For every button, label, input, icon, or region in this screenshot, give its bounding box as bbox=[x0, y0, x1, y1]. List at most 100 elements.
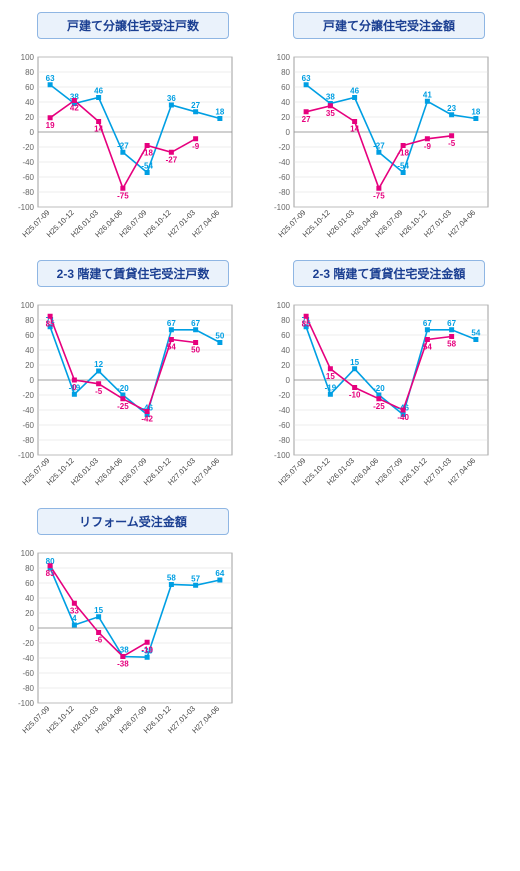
svg-text:-9: -9 bbox=[424, 142, 432, 151]
svg-text:60: 60 bbox=[281, 83, 290, 92]
svg-text:-42: -42 bbox=[141, 415, 153, 424]
svg-text:-40: -40 bbox=[22, 654, 34, 663]
svg-text:41: 41 bbox=[423, 90, 432, 99]
svg-text:42: 42 bbox=[70, 104, 79, 113]
svg-text:-60: -60 bbox=[22, 421, 34, 430]
svg-text:67: 67 bbox=[447, 319, 456, 328]
svg-text:67: 67 bbox=[191, 319, 200, 328]
svg-text:64: 64 bbox=[215, 569, 224, 578]
chart-c3: -100-80-60-40-20020406080100H25.07-09H25… bbox=[10, 293, 240, 493]
svg-text:67: 67 bbox=[167, 319, 176, 328]
svg-text:-40: -40 bbox=[278, 158, 290, 167]
svg-text:-9: -9 bbox=[192, 142, 200, 151]
svg-text:0: 0 bbox=[30, 624, 35, 633]
svg-text:20: 20 bbox=[25, 113, 34, 122]
svg-text:60: 60 bbox=[25, 83, 34, 92]
svg-text:-27: -27 bbox=[373, 141, 385, 150]
svg-text:-10: -10 bbox=[349, 391, 361, 400]
svg-text:80: 80 bbox=[25, 564, 34, 573]
svg-text:18: 18 bbox=[215, 108, 224, 117]
svg-text:35: 35 bbox=[326, 109, 335, 118]
svg-text:-60: -60 bbox=[278, 173, 290, 182]
chart-title-c1: 戸建て分譲住宅受注戸数 bbox=[37, 12, 229, 39]
svg-text:-19: -19 bbox=[325, 383, 337, 392]
svg-text:-20: -20 bbox=[22, 143, 34, 152]
svg-text:0: 0 bbox=[286, 376, 291, 385]
svg-text:-27: -27 bbox=[117, 141, 129, 150]
svg-text:0: 0 bbox=[30, 376, 35, 385]
svg-text:-100: -100 bbox=[274, 451, 291, 460]
svg-text:40: 40 bbox=[25, 98, 34, 107]
svg-text:15: 15 bbox=[326, 372, 335, 381]
svg-text:15: 15 bbox=[94, 606, 103, 615]
svg-text:100: 100 bbox=[21, 549, 35, 558]
svg-text:-5: -5 bbox=[95, 387, 103, 396]
cell-c1: 戸建て分譲住宅受注戸数 -100-80-60-40-20020406080100… bbox=[10, 8, 256, 250]
chart-c4: -100-80-60-40-20020406080100H25.07-09H25… bbox=[266, 293, 496, 493]
svg-text:-38: -38 bbox=[117, 660, 129, 669]
svg-text:80: 80 bbox=[25, 316, 34, 325]
svg-text:57: 57 bbox=[191, 574, 200, 583]
svg-text:-60: -60 bbox=[22, 173, 34, 182]
svg-text:60: 60 bbox=[25, 579, 34, 588]
svg-text:85: 85 bbox=[46, 319, 55, 328]
svg-text:-60: -60 bbox=[278, 421, 290, 430]
svg-text:100: 100 bbox=[21, 301, 35, 310]
svg-text:-18: -18 bbox=[141, 149, 153, 158]
svg-text:36: 36 bbox=[167, 94, 176, 103]
svg-text:-60: -60 bbox=[22, 669, 34, 678]
svg-text:20: 20 bbox=[25, 361, 34, 370]
svg-text:19: 19 bbox=[46, 121, 55, 130]
svg-text:-54: -54 bbox=[397, 162, 409, 171]
svg-text:-40: -40 bbox=[397, 413, 409, 422]
svg-text:0: 0 bbox=[72, 383, 77, 392]
svg-text:46: 46 bbox=[350, 87, 359, 96]
svg-text:20: 20 bbox=[25, 609, 34, 618]
svg-text:40: 40 bbox=[281, 346, 290, 355]
svg-text:0: 0 bbox=[286, 128, 291, 137]
svg-text:-25: -25 bbox=[117, 402, 129, 411]
svg-text:-5: -5 bbox=[448, 139, 456, 148]
svg-text:100: 100 bbox=[21, 53, 35, 62]
svg-text:100: 100 bbox=[277, 301, 291, 310]
svg-text:-20: -20 bbox=[22, 639, 34, 648]
svg-text:27: 27 bbox=[191, 101, 200, 110]
svg-text:-18: -18 bbox=[397, 149, 409, 158]
chart-title-c5: リフォーム受注金額 bbox=[37, 508, 229, 535]
svg-text:50: 50 bbox=[191, 346, 200, 355]
cell-c5: リフォーム受注金額 -100-80-60-40-20020406080100H2… bbox=[10, 504, 256, 746]
svg-text:-80: -80 bbox=[22, 684, 34, 693]
svg-text:-38: -38 bbox=[117, 646, 129, 655]
svg-text:58: 58 bbox=[447, 340, 456, 349]
svg-text:60: 60 bbox=[281, 331, 290, 340]
svg-text:-80: -80 bbox=[22, 436, 34, 445]
svg-text:40: 40 bbox=[25, 594, 34, 603]
svg-text:63: 63 bbox=[302, 74, 311, 83]
svg-text:54: 54 bbox=[471, 329, 480, 338]
svg-text:100: 100 bbox=[277, 53, 291, 62]
svg-text:60: 60 bbox=[25, 331, 34, 340]
svg-text:38: 38 bbox=[326, 93, 335, 102]
svg-text:-80: -80 bbox=[278, 436, 290, 445]
svg-text:-20: -20 bbox=[373, 384, 385, 393]
chart-c5: -100-80-60-40-20020406080100H25.07-09H25… bbox=[10, 541, 240, 741]
svg-text:67: 67 bbox=[423, 319, 432, 328]
svg-text:-20: -20 bbox=[278, 391, 290, 400]
cell-c4: 2-3 階建て賃貸住宅受注金額 -100-80-60-40-2002040608… bbox=[266, 256, 512, 498]
svg-text:-80: -80 bbox=[22, 188, 34, 197]
svg-text:-40: -40 bbox=[22, 158, 34, 167]
chart-c1: -100-80-60-40-20020406080100H25.07-09H25… bbox=[10, 45, 240, 245]
svg-text:80: 80 bbox=[281, 316, 290, 325]
svg-text:46: 46 bbox=[94, 87, 103, 96]
svg-text:40: 40 bbox=[25, 346, 34, 355]
cell-c3: 2-3 階建て賃貸住宅受注戸数 -100-80-60-40-2002040608… bbox=[10, 256, 256, 498]
svg-text:40: 40 bbox=[281, 98, 290, 107]
svg-text:-40: -40 bbox=[278, 406, 290, 415]
svg-text:-80: -80 bbox=[278, 188, 290, 197]
svg-text:63: 63 bbox=[46, 74, 55, 83]
svg-text:0: 0 bbox=[30, 128, 35, 137]
svg-text:20: 20 bbox=[281, 361, 290, 370]
svg-text:85: 85 bbox=[302, 319, 311, 328]
svg-text:-20: -20 bbox=[117, 384, 129, 393]
svg-text:-20: -20 bbox=[22, 391, 34, 400]
